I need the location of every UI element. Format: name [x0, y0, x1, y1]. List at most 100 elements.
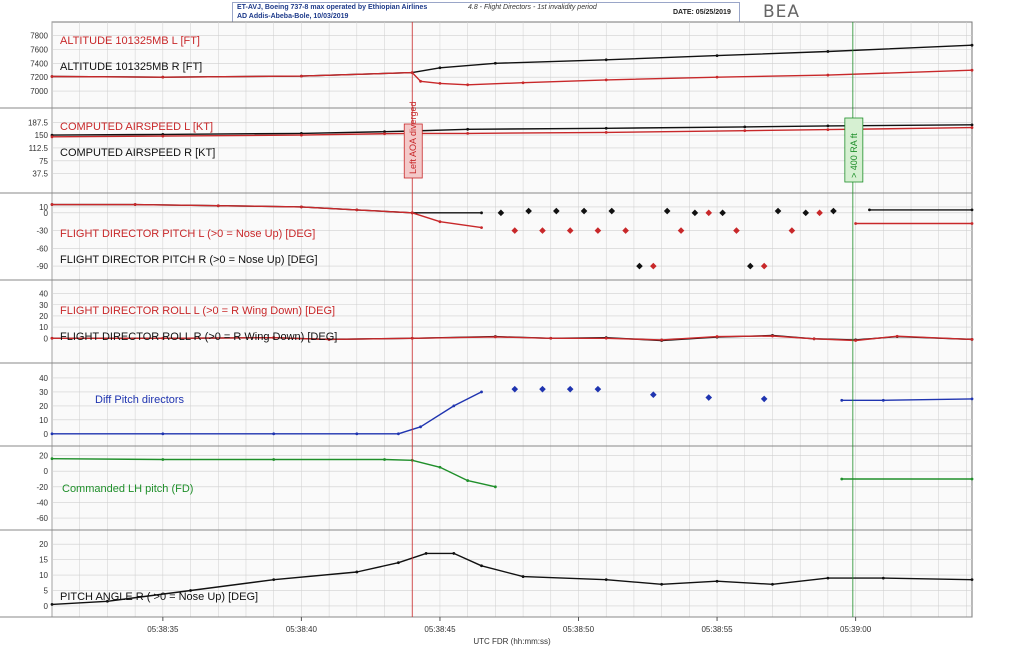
y-tick-label: 7200 [30, 73, 48, 82]
y-tick-label: -40 [36, 498, 48, 507]
diamond-marker [608, 207, 616, 215]
series-line [51, 69, 973, 86]
data-point [743, 129, 747, 133]
series-line [52, 391, 482, 435]
data-point [272, 578, 276, 582]
data-point [604, 58, 608, 62]
diamond-marker [747, 262, 754, 270]
y-tick-label: 10 [39, 323, 48, 332]
diamond-marker [636, 262, 643, 270]
data-point [272, 336, 276, 340]
data-point [106, 599, 109, 603]
panel-6: -60 -40 -20 0 20 Commanded LH pitch (FD) [0, 452, 974, 531]
panel-5: 0 10 20 30 40 Diff Pitch directors [0, 374, 974, 447]
series-label: COMPUTED AIRSPEED L [KT] [60, 121, 213, 133]
x-axis-title: UTC FDR (hh:mm:ss) [473, 637, 551, 646]
y-tick-label: 7400 [30, 59, 48, 68]
diamond-marker [719, 209, 726, 217]
y-tick-label: 10 [39, 203, 48, 212]
diamond-marker [650, 391, 657, 399]
diamond-marker [566, 227, 574, 234]
y-tick-label: 20 [39, 452, 48, 461]
series-label: COMPUTED AIRSPEED R [KT] [60, 147, 215, 159]
data-point [50, 457, 54, 461]
diamond-marker [816, 209, 823, 217]
diamond-marker [622, 227, 629, 234]
data-point [493, 335, 497, 339]
data-point [771, 582, 774, 586]
data-point [604, 578, 608, 582]
data-point [466, 479, 470, 482]
data-point [854, 339, 858, 342]
y-tick-label: 20 [39, 540, 48, 549]
y-tick-label: 0 [44, 602, 49, 611]
panel-3: -90 -60 -30 010 FLIGHT DIRECTOR PITCH L (>0 … [0, 203, 974, 281]
data-point [715, 54, 719, 58]
y-tick-label: 0 [44, 467, 49, 476]
diamond-marker [539, 227, 546, 234]
y-tick-label: 112.5 [29, 144, 49, 153]
series-label: ALTITUDE 101325MB L [FT] [60, 35, 200, 47]
data-point [396, 561, 400, 565]
y-tick-label: 15 [39, 556, 48, 565]
data-point [466, 127, 470, 131]
data-point [161, 458, 165, 461]
x-tick-label: 05:38:45 [424, 625, 456, 634]
data-point [438, 220, 442, 224]
diamond-marker [594, 385, 602, 393]
data-point [812, 337, 816, 341]
panel-7: 0 5 10 15 20 PITCH ANGLE R ( >0 = Nose Up) [D… [0, 540, 974, 618]
data-point [189, 589, 192, 592]
y-tick-label: 30 [39, 388, 48, 397]
y-tick-label: 75 [39, 157, 48, 166]
data-point [743, 125, 747, 129]
series-label: FLIGHT DIRECTOR ROLL L (>0 = R Wing Down… [60, 305, 335, 317]
diamond-marker [788, 227, 796, 234]
data-point [771, 334, 774, 338]
diamond-marker [760, 262, 768, 270]
diamond-marker [553, 207, 560, 215]
diamond-marker [677, 227, 685, 234]
series-label: ALTITUDE 101325MB R [FT] [60, 61, 202, 73]
data-point [604, 126, 608, 130]
data-point [840, 477, 844, 481]
y-tick-label: 7000 [30, 87, 48, 96]
data-point [521, 575, 525, 578]
data-point [660, 582, 664, 586]
data-point [161, 432, 165, 436]
data-point [355, 432, 359, 436]
series-label: FLIGHT DIRECTOR PITCH L (>0 = Nose Up) [… [60, 228, 315, 240]
data-point [480, 564, 483, 568]
data-point [438, 66, 442, 70]
y-tick-label: 7600 [30, 45, 48, 54]
diamond-marker [774, 207, 782, 215]
data-point [424, 552, 428, 555]
y-tick-label: 0 [44, 334, 49, 343]
data-point [419, 79, 422, 83]
diamond-marker [663, 207, 671, 215]
data-point [715, 335, 719, 338]
data-point [299, 205, 303, 209]
y-tick-label: -60 [36, 514, 48, 523]
diamond-marker [830, 207, 837, 215]
y-tick-label: 5 [44, 586, 49, 595]
diamond-marker [566, 385, 574, 393]
data-point [396, 432, 400, 436]
data-point [355, 208, 359, 212]
y-tick-label: 40 [39, 290, 48, 299]
data-point [272, 458, 276, 461]
y-tick-label: -20 [36, 483, 48, 492]
data-point [715, 75, 719, 79]
data-point [493, 61, 497, 65]
data-point [161, 336, 165, 340]
y-tick-label: 0 [44, 209, 49, 218]
data-point [327, 337, 331, 341]
y-tick-label: 10 [39, 416, 48, 425]
y-tick-label: 20 [39, 402, 48, 411]
diamond-marker [594, 227, 602, 234]
data-point [355, 570, 359, 574]
data-point [826, 128, 830, 132]
panel-1: 7000 7200 7400 7600 7800 ALTITUDE 101325MB L … [0, 31, 974, 109]
diamond-marker [650, 262, 657, 270]
y-tick-label: 150 [35, 131, 49, 140]
